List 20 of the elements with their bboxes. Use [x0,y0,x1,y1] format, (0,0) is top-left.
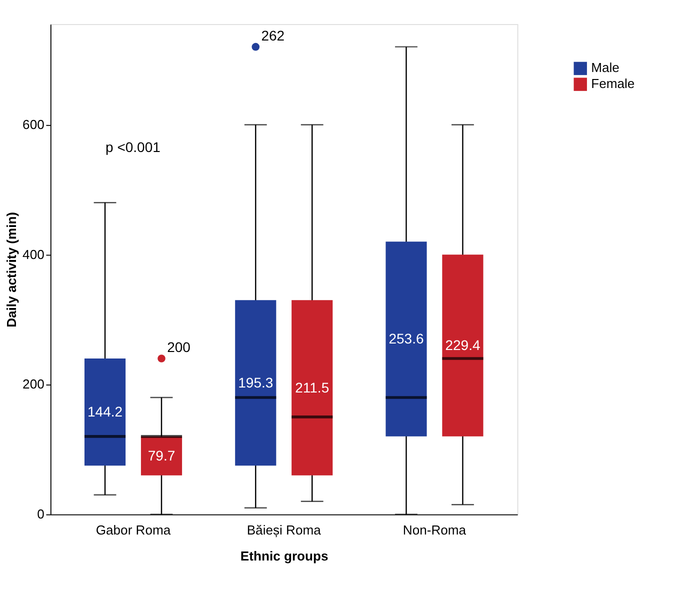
y-tick-label: 0 [37,506,44,522]
text: 211.5 [295,379,330,396]
y-tick-label: 400 [22,246,44,262]
annotation: 200 [167,338,191,355]
x-tick-label: Gabor Roma [96,522,172,538]
text: 195.3 [238,374,274,391]
annotation: 262 [261,27,285,44]
annotation: p <0.001 [106,139,161,156]
legend-label: Male [591,60,620,76]
x-axis-title: Ethnic groups [240,548,328,564]
y-axis-title: Daily activity (min) [4,212,20,328]
text: 79.7 [148,448,176,464]
text: 144.2 [88,404,123,420]
y-tick-label: 600 [22,116,44,132]
text: 253.6 [388,330,424,347]
legend-label: Female [591,76,635,92]
text: 229.4 [445,337,480,354]
y-tick-label: 200 [22,376,44,392]
x-tick-label: Băieși Roma [246,522,322,538]
x-tick-label: Non-Roma [402,522,467,538]
